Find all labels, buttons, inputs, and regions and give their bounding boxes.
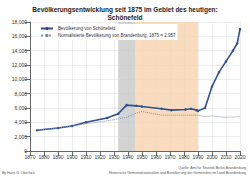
svg-text:1920: 1920 — [94, 154, 105, 160]
svg-text:1980: 1980 — [178, 154, 189, 160]
svg-text:1940: 1940 — [122, 154, 133, 160]
svg-text:By Hans G. Oberlack: By Hans G. Oberlack — [2, 171, 35, 175]
svg-text:Schönefeld: Schönefeld — [107, 14, 142, 21]
svg-text:1910: 1910 — [80, 154, 91, 160]
svg-text:1930: 1930 — [108, 154, 119, 160]
svg-text:1990: 1990 — [192, 154, 203, 160]
svg-text:14,000: 14,000 — [12, 48, 28, 54]
svg-text:2010: 2010 — [220, 154, 231, 160]
svg-text:1880: 1880 — [38, 154, 49, 160]
svg-text:10,000: 10,000 — [12, 76, 28, 82]
svg-text:18,000: 18,000 — [12, 19, 28, 25]
svg-text:Normalisierte Bevölkerung von: Normalisierte Bevölkerung von Brandenbur… — [58, 33, 176, 38]
svg-text:1900: 1900 — [66, 154, 77, 160]
svg-text:2020: 2020 — [234, 154, 245, 160]
svg-text:8,000: 8,000 — [14, 91, 27, 97]
svg-text:2,000: 2,000 — [14, 134, 27, 140]
svg-text:1890: 1890 — [52, 154, 63, 160]
svg-text:4,000: 4,000 — [14, 119, 27, 125]
svg-text:16,000: 16,000 — [12, 33, 28, 39]
svg-text:1870: 1870 — [24, 154, 35, 160]
svg-text:Bevölkerung von Schönefeld: Bevölkerung von Schönefeld — [58, 26, 116, 31]
svg-text:Bevölkerungsentwicklung seit 1: Bevölkerungsentwicklung seit 1875 im Geb… — [32, 6, 217, 14]
svg-text:Historische Gemeindestatistike: Historische Gemeindestatistiken und Bevö… — [109, 171, 246, 175]
svg-text:2000: 2000 — [206, 154, 217, 160]
svg-text:6,000: 6,000 — [14, 105, 27, 111]
svg-text:1960: 1960 — [150, 154, 161, 160]
svg-text:0: 0 — [24, 148, 27, 154]
svg-text:1950: 1950 — [136, 154, 147, 160]
svg-text:Quelle: Amt für Statistik Berl: Quelle: Amt für Statistik Berlin-Branden… — [178, 166, 246, 170]
svg-text:12,000: 12,000 — [12, 62, 28, 68]
svg-text:1970: 1970 — [164, 154, 175, 160]
